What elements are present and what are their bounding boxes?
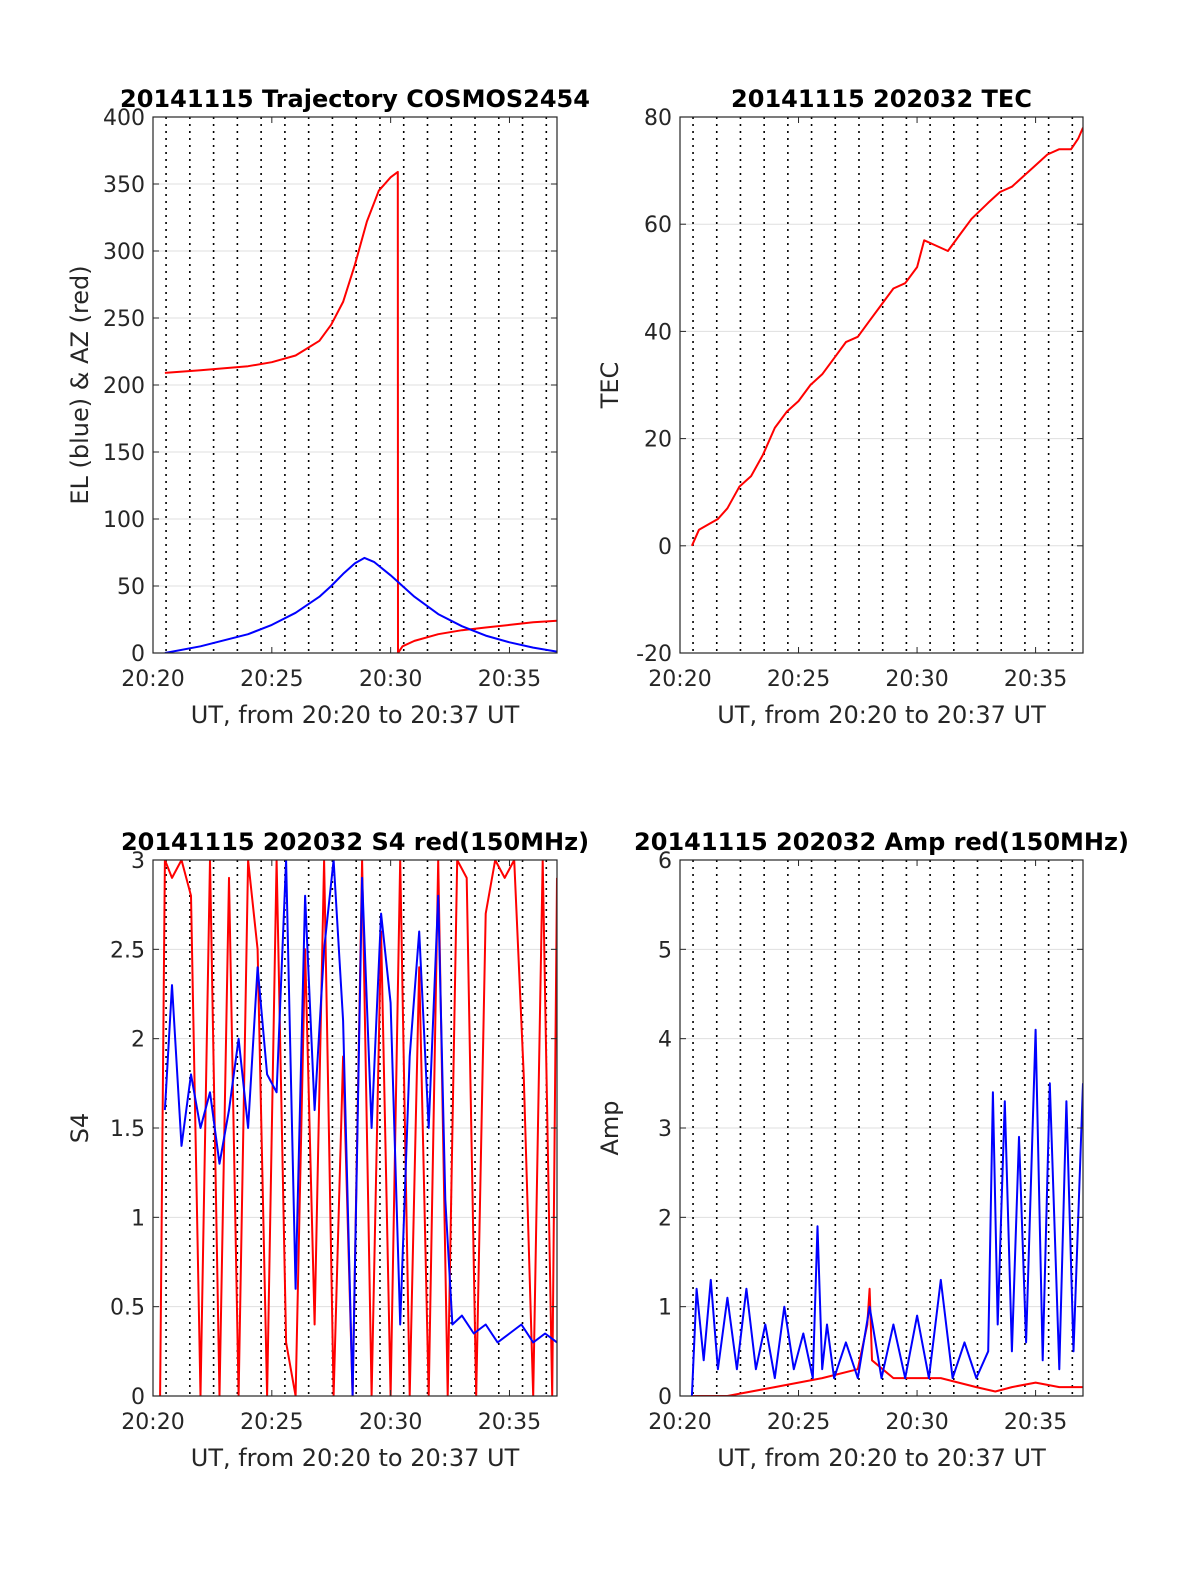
ytick-label: 1.5 — [110, 1117, 145, 1142]
ytick-label: 200 — [103, 374, 145, 399]
ytick-label: 2 — [131, 1028, 145, 1053]
ytick-label: 0 — [658, 535, 672, 560]
chart-4: 0 1 2 3 4 5 6 20:20 20:25 20:30 20:35 UT, from 20:2… — [596, 828, 1129, 1472]
xtick-label: 20:30 — [359, 667, 422, 692]
ytick-label: 4 — [658, 1028, 672, 1053]
ytick-label: 80 — [644, 106, 672, 131]
plot-area — [680, 117, 1083, 653]
x-axis-label: UT, from 20:20 to 20:37 UT — [717, 1444, 1046, 1472]
xtick-label: 20:20 — [121, 1410, 184, 1435]
xtick-label: 20:25 — [767, 667, 830, 692]
chart-3: 0 0.5 1 1.5 2 2.5 3 20:20 20:25 20:30 20:35 UT, fro… — [66, 828, 589, 1472]
y-axis-label: TEC — [596, 362, 624, 410]
chart-title: 20141115 Trajectory COSMOS2454 — [120, 85, 590, 113]
xtick-label: 20:35 — [1004, 1410, 1067, 1435]
xtick-label: 20:25 — [240, 667, 303, 692]
chart-title: 20141115 202032 Amp red(150MHz) — [634, 828, 1129, 856]
series-group — [690, 1028, 1083, 1396]
xtick-label: 20:20 — [648, 667, 711, 692]
series-line-2 — [164, 556, 557, 653]
x-axis-label: UT, from 20:20 to 20:37 UT — [191, 1444, 520, 1472]
series-line-2 — [690, 1028, 1083, 1396]
chart-1: 0 50 100 150 200 250 300 350 400 20:20 20:25 20:30 2… — [66, 85, 590, 729]
ytick-label: 5 — [658, 938, 672, 963]
xtick-label: 20:25 — [767, 1410, 830, 1435]
ytick-label: 300 — [103, 240, 145, 265]
xtick-label: 20:30 — [885, 1410, 948, 1435]
series-line-1 — [690, 127, 1083, 547]
ytick-label: 100 — [103, 508, 145, 533]
ytick-label: 1 — [131, 1206, 145, 1231]
ytick-label: 150 — [103, 441, 145, 466]
ytick-label: 6 — [658, 849, 672, 874]
xtick-label: 20:35 — [478, 667, 541, 692]
xtick-label: 20:35 — [1004, 667, 1067, 692]
chart-2: -20 0 20 40 60 80 20:20 20:25 20:30 20:35 UT, from… — [596, 85, 1084, 729]
ytick-label: 0 — [131, 642, 145, 667]
ytick-label: 0 — [658, 1385, 672, 1410]
ytick-label: 50 — [117, 575, 145, 600]
ytick-label: 3 — [131, 849, 145, 874]
ytick-label: 0.5 — [110, 1296, 145, 1321]
x-axis-label: UT, from 20:20 to 20:37 UT — [717, 701, 1046, 729]
series-group — [159, 860, 557, 1396]
xtick-label: 20:20 — [648, 1410, 711, 1435]
series-group — [164, 170, 557, 653]
xtick-label: 20:35 — [478, 1410, 541, 1435]
xtick-label: 20:30 — [885, 667, 948, 692]
series-line-1 — [164, 170, 557, 653]
ytick-label: -20 — [636, 642, 672, 667]
ytick-label: 1 — [658, 1296, 672, 1321]
ytick-label: 350 — [103, 173, 145, 198]
ytick-label: 250 — [103, 307, 145, 332]
ytick-label: 2.5 — [110, 938, 145, 963]
ytick-label: 0 — [131, 1385, 145, 1410]
ytick-label: 20 — [644, 428, 672, 453]
chart-title: 20141115 202032 S4 red(150MHz) — [121, 828, 589, 856]
series-line-2 — [163, 860, 557, 1396]
ytick-label: 60 — [644, 213, 672, 238]
series-group — [690, 127, 1083, 547]
y-axis-label: Amp — [596, 1100, 624, 1155]
ytick-label: 3 — [658, 1117, 672, 1142]
y-axis-label: EL (blue) & AZ (red) — [66, 265, 94, 504]
ytick-label: 2 — [658, 1206, 672, 1231]
xtick-label: 20:25 — [240, 1410, 303, 1435]
chart-title: 20141115 202032 TEC — [731, 85, 1032, 113]
ytick-label: 400 — [103, 106, 145, 131]
ytick-label: 40 — [644, 320, 672, 345]
x-axis-label: UT, from 20:20 to 20:37 UT — [191, 701, 520, 729]
y-axis-label: S4 — [66, 1113, 94, 1144]
axes-frame — [679, 116, 1084, 654]
xtick-label: 20:20 — [121, 667, 184, 692]
xtick-label: 20:30 — [359, 1410, 422, 1435]
